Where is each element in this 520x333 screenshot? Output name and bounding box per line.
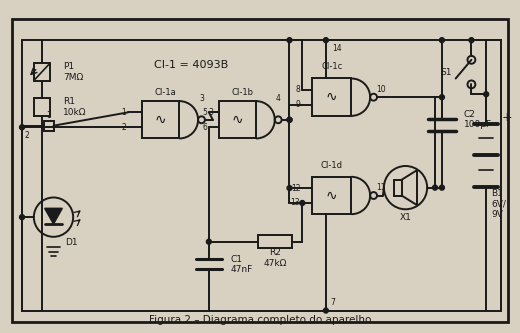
- Circle shape: [439, 38, 445, 43]
- Text: 3: 3: [199, 94, 204, 103]
- Text: Figura 2 – Diagrama completo do aparelho: Figura 2 – Diagrama completo do aparelho: [149, 315, 371, 325]
- Circle shape: [323, 38, 328, 43]
- Circle shape: [300, 200, 305, 205]
- Text: 2: 2: [24, 131, 29, 140]
- Circle shape: [287, 117, 292, 122]
- Bar: [142, 101, 179, 139]
- Text: B1
6V/
9V: B1 6V/ 9V: [491, 189, 506, 219]
- Text: CI-1c: CI-1c: [321, 62, 342, 71]
- Text: R1
10kΩ: R1 10kΩ: [63, 97, 87, 117]
- Text: 12: 12: [291, 183, 301, 192]
- Text: 7: 7: [331, 298, 336, 307]
- Circle shape: [20, 125, 24, 130]
- Circle shape: [469, 38, 474, 43]
- Text: D1: D1: [66, 238, 78, 247]
- Bar: [312, 177, 352, 214]
- Text: P1
7MΩ: P1 7MΩ: [63, 62, 84, 82]
- Text: 5: 5: [202, 108, 207, 117]
- Bar: [34, 63, 49, 82]
- Circle shape: [287, 38, 292, 43]
- Text: 1: 1: [122, 108, 126, 117]
- Circle shape: [439, 95, 445, 100]
- Text: CI-1a: CI-1a: [155, 88, 176, 97]
- Circle shape: [287, 117, 292, 122]
- Text: 2: 2: [122, 123, 126, 132]
- Text: X1: X1: [399, 213, 411, 222]
- Circle shape: [287, 185, 292, 190]
- Text: CI-1 = 4093B: CI-1 = 4093B: [154, 60, 228, 70]
- Text: 6: 6: [202, 123, 207, 132]
- Text: CI-1b: CI-1b: [231, 88, 253, 97]
- Text: +: +: [502, 111, 513, 124]
- Bar: [258, 235, 292, 248]
- Bar: [312, 79, 352, 116]
- Text: 10: 10: [376, 85, 386, 94]
- Text: ∿: ∿: [231, 113, 243, 127]
- Circle shape: [439, 185, 445, 190]
- Text: 14: 14: [332, 44, 342, 53]
- Text: 3: 3: [209, 109, 213, 118]
- Text: 4: 4: [276, 94, 281, 103]
- Text: 9: 9: [295, 100, 301, 109]
- Polygon shape: [45, 208, 62, 224]
- Text: 13: 13: [290, 198, 300, 207]
- Bar: [44, 121, 54, 131]
- Circle shape: [323, 308, 328, 313]
- Text: ∿: ∿: [326, 90, 337, 104]
- Circle shape: [433, 185, 437, 190]
- Text: 1: 1: [46, 111, 51, 120]
- Circle shape: [20, 215, 24, 219]
- Text: 11: 11: [376, 183, 386, 192]
- Text: ∿: ∿: [326, 188, 337, 202]
- Text: C2
100μF: C2 100μF: [463, 110, 492, 130]
- Circle shape: [206, 239, 211, 244]
- Bar: [34, 98, 49, 116]
- Bar: [219, 101, 256, 139]
- Text: S1: S1: [440, 68, 452, 77]
- Text: 8: 8: [295, 85, 301, 94]
- Text: R2
47kΩ: R2 47kΩ: [264, 248, 287, 268]
- Text: C1
47nF: C1 47nF: [230, 255, 253, 274]
- Text: CI-1d: CI-1d: [321, 161, 343, 169]
- Text: ∿: ∿: [155, 113, 166, 127]
- Circle shape: [484, 92, 489, 97]
